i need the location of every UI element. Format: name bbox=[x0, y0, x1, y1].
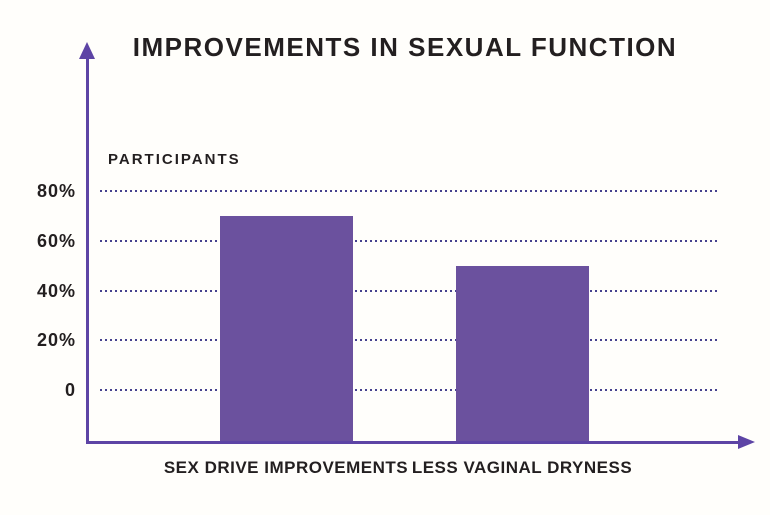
y-axis-line bbox=[86, 56, 89, 444]
y-tick-label: 60% bbox=[36, 230, 76, 251]
gridline bbox=[100, 389, 718, 391]
gridline bbox=[100, 289, 718, 292]
gridline bbox=[100, 239, 718, 242]
y-tick-label: 20% bbox=[36, 330, 76, 351]
category-label: SEX DRIVE IMPROVEMENTS bbox=[163, 458, 409, 477]
gridline bbox=[100, 339, 718, 342]
y-tick-label: 0 bbox=[64, 380, 76, 400]
y-axis-title: PARTICIPANTS bbox=[108, 151, 241, 168]
y-tick-label: 80% bbox=[36, 181, 76, 201]
gridline bbox=[100, 190, 718, 192]
x-axis-line bbox=[86, 441, 740, 444]
y-tick-label: 40% bbox=[36, 280, 76, 301]
chart-title: IMPROVEMENTS IN SEXUAL FUNCTION bbox=[132, 32, 678, 62]
y-axis-arrow-icon bbox=[79, 42, 95, 59]
category-label: LESS VAGINAL DRYNESS bbox=[411, 458, 633, 477]
x-axis-arrow-icon bbox=[738, 435, 755, 449]
bar-1 bbox=[219, 215, 353, 443]
bar-2 bbox=[455, 265, 589, 443]
